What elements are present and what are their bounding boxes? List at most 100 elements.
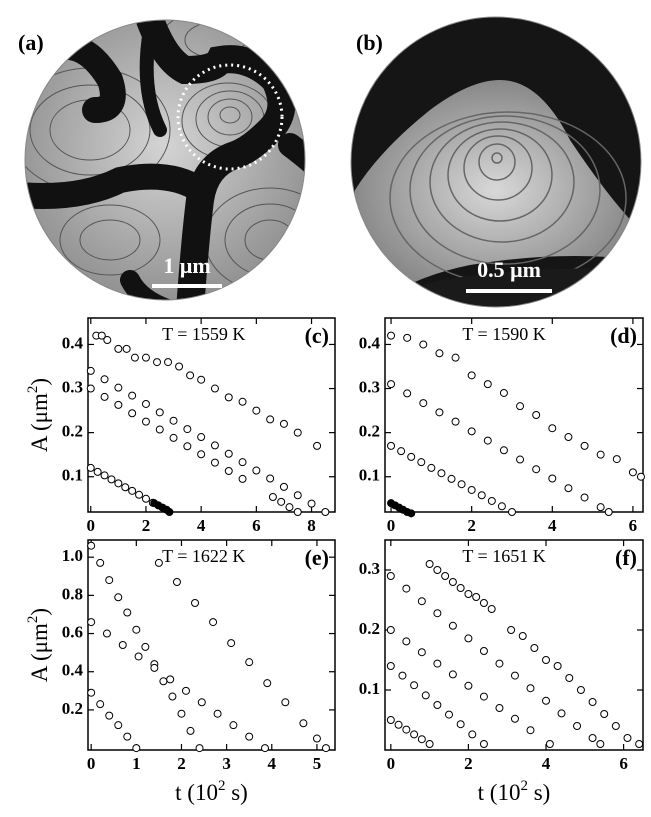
- data-point: [100, 392, 109, 401]
- data-point: [479, 647, 488, 655]
- data-point: [279, 482, 288, 491]
- data-point: [293, 508, 302, 516]
- data-point: [580, 493, 589, 502]
- data-point: [548, 424, 557, 433]
- data-point: [132, 744, 141, 753]
- data-point: [532, 465, 541, 474]
- annotation: T = 1559 K: [162, 324, 245, 344]
- data-point: [224, 466, 233, 475]
- data-point: [86, 366, 95, 375]
- x-tick-label: 0: [387, 754, 396, 773]
- data-point: [122, 344, 131, 353]
- panel-label: (b): [356, 30, 383, 55]
- data-point: [468, 730, 477, 739]
- data-point: [386, 572, 395, 580]
- data-point: [238, 397, 247, 406]
- data-point: [168, 692, 177, 701]
- data-point: [141, 399, 150, 408]
- data-point: [421, 691, 430, 700]
- data-point: [425, 560, 434, 568]
- data-point: [105, 576, 114, 585]
- data-point: [545, 740, 554, 748]
- panel-label: (c): [305, 323, 329, 348]
- x-tick-label: 8: [307, 516, 316, 535]
- data-point: [596, 503, 605, 512]
- data-point: [169, 416, 178, 425]
- data-point: [526, 684, 535, 693]
- data-point: [252, 466, 261, 475]
- data-point: [448, 621, 457, 630]
- data-point: [510, 714, 519, 723]
- data-point: [387, 380, 396, 389]
- data-point: [487, 605, 496, 613]
- data-point: [604, 508, 613, 516]
- data-point: [433, 659, 442, 668]
- data-point: [238, 474, 247, 483]
- data-point: [128, 391, 137, 400]
- data-point: [197, 450, 206, 459]
- x-axis-label-text: t (10: [175, 780, 218, 805]
- data-point: [433, 566, 442, 574]
- x-tick-label: 6: [619, 754, 628, 773]
- data-point: [114, 593, 123, 602]
- data-point: [464, 634, 473, 643]
- data-point: [435, 349, 444, 358]
- y-tick-label: 0.1: [62, 466, 83, 485]
- data-point: [451, 353, 460, 362]
- data-point: [107, 475, 116, 484]
- x-tick-label: 0: [87, 516, 96, 535]
- plot-frame: [384, 539, 644, 751]
- y-axis-label: A (μm2): [25, 378, 52, 452]
- data-point: [479, 692, 488, 701]
- data-point: [321, 508, 330, 516]
- data-point: [312, 734, 321, 743]
- panel-label: (a): [18, 30, 44, 55]
- data-point: [600, 710, 609, 718]
- data-point: [134, 652, 143, 661]
- data-point: [313, 441, 322, 450]
- data-point: [224, 393, 233, 402]
- data-point: [181, 686, 190, 695]
- data-point: [238, 458, 247, 467]
- data-point: [141, 417, 150, 426]
- x-axis-label-sup: 2: [218, 778, 226, 794]
- x-tick-label: 0: [87, 754, 96, 773]
- data-point: [279, 419, 288, 428]
- data-point: [456, 720, 465, 729]
- data-point: [155, 425, 164, 434]
- data-point: [387, 441, 396, 450]
- data-point: [495, 659, 504, 668]
- data-point: [97, 331, 106, 340]
- y-tick-label: 1.0: [62, 546, 83, 565]
- data-point: [245, 732, 254, 741]
- data-point: [402, 725, 411, 734]
- data-point: [386, 716, 395, 724]
- data-point: [169, 433, 178, 442]
- data-point: [86, 463, 95, 472]
- x-tick-label: 1: [132, 754, 141, 773]
- panel-label: (e): [305, 545, 329, 570]
- panel-label: (d): [610, 323, 637, 348]
- data-point: [612, 455, 621, 464]
- data-point: [403, 333, 412, 342]
- x-tick-label: 4: [542, 754, 551, 773]
- data-point: [456, 584, 465, 592]
- data-point: [542, 656, 551, 664]
- data-point: [623, 734, 632, 742]
- y-tick-label: 0.3: [359, 377, 380, 396]
- x-tick-label: 2: [177, 754, 186, 773]
- data-point: [195, 744, 204, 753]
- y-axis-label-end: ): [27, 378, 52, 386]
- data-point: [100, 375, 109, 384]
- data-point: [394, 720, 403, 729]
- y-tick-label: 0.2: [62, 699, 83, 718]
- data-point: [141, 494, 150, 503]
- data-point: [532, 411, 541, 419]
- x-tick-label: 2: [142, 516, 151, 535]
- data-point: [281, 698, 290, 707]
- data-point: [186, 726, 195, 735]
- data-point: [417, 597, 426, 606]
- data-point: [483, 380, 492, 389]
- x-axis-label-text: t (10: [478, 780, 521, 805]
